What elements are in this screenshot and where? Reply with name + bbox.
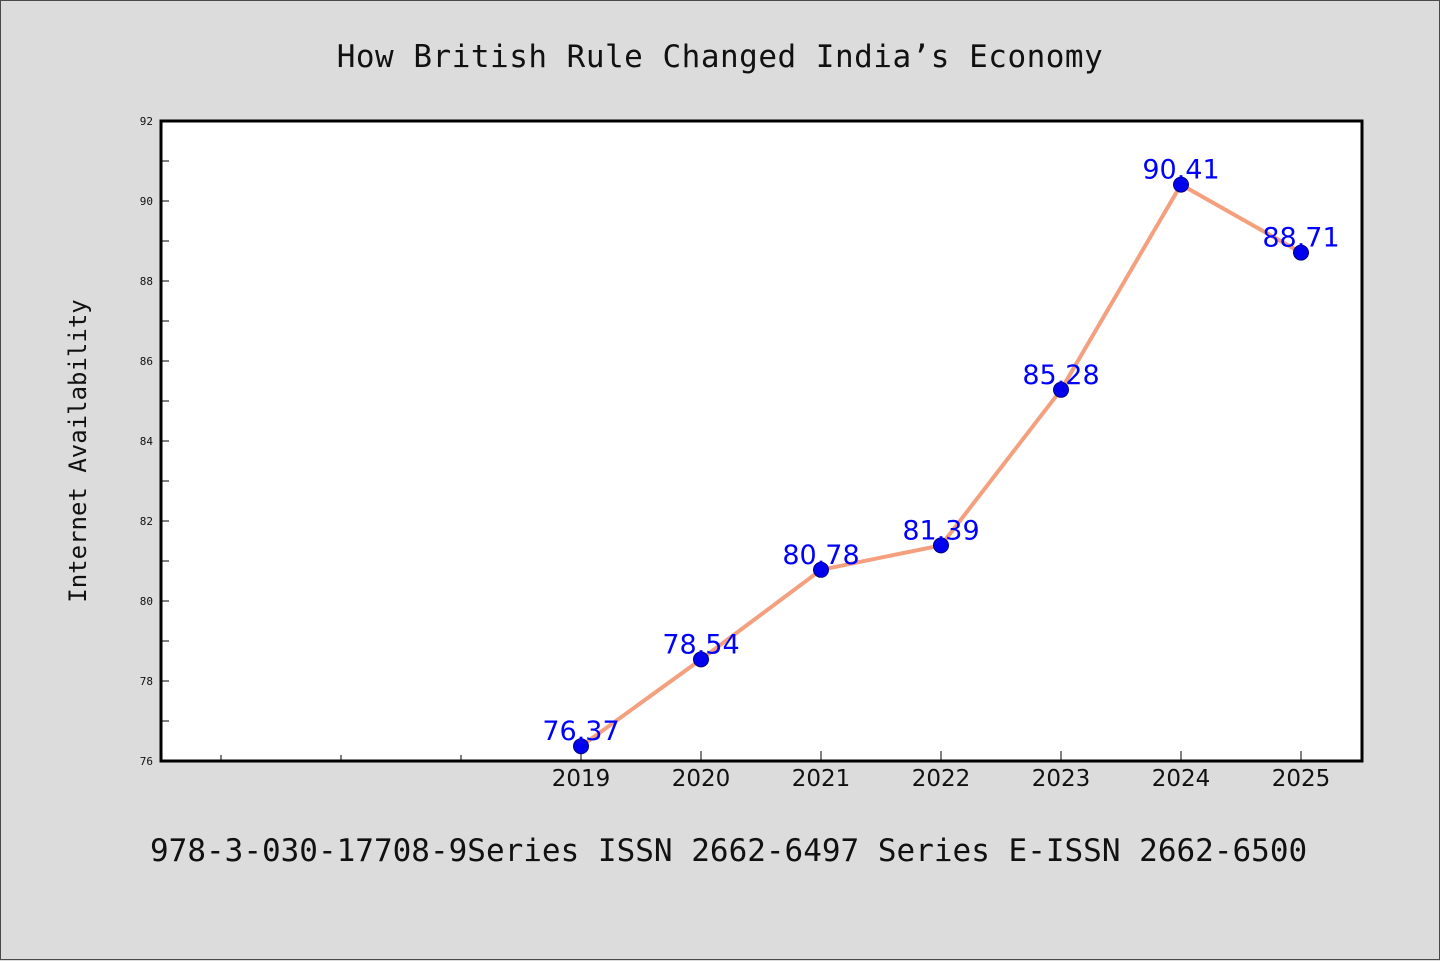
x-tick-label: 2023 xyxy=(1032,766,1091,792)
x-tick-label: 2024 xyxy=(1152,766,1211,792)
data-label: 78.54 xyxy=(662,629,739,660)
y-tick-label: 82 xyxy=(140,515,153,528)
data-point-marker xyxy=(573,738,589,755)
y-axis: 76 78 80 82 84 86 88 90 92 xyxy=(140,115,169,768)
data-point-marker xyxy=(1293,244,1309,261)
markers-group xyxy=(573,176,1309,755)
data-label: 80.78 xyxy=(782,540,859,571)
x-tick-label: 2021 xyxy=(792,766,851,792)
y-tick-label: 92 xyxy=(140,115,153,128)
data-label: 90.41 xyxy=(1142,155,1219,186)
y-tick-label: 84 xyxy=(140,435,154,448)
plot-area xyxy=(159,119,1364,763)
y-tick-label: 78 xyxy=(140,675,153,688)
data-point-marker xyxy=(1173,176,1189,193)
data-point-marker xyxy=(813,561,829,578)
x-tick-label: 2019 xyxy=(552,766,611,792)
y-tick-label: 86 xyxy=(140,355,153,368)
y-tick-label: 80 xyxy=(140,595,153,608)
data-point-marker xyxy=(1053,381,1069,398)
data-labels-group: 76.37 78.54 80.78 81.39 85.28 90.41 88.71 xyxy=(542,155,1339,748)
chart-title: How British Rule Changed India’s Economy xyxy=(336,39,1104,75)
data-label: 88.71 xyxy=(1262,223,1339,254)
data-point-marker xyxy=(693,651,709,668)
data-label: 81.39 xyxy=(902,515,979,546)
footer-isbn-text: 978-3-030-17708-9Series ISSN 2662-6497 S… xyxy=(150,833,1308,869)
x-axis: 2019 2020 2021 2022 2023 2024 2025 xyxy=(220,751,1331,792)
y-tick-label: 88 xyxy=(140,275,153,288)
data-point-marker xyxy=(933,537,949,554)
x-tick-label: 2022 xyxy=(912,766,971,792)
x-tick-label: 2020 xyxy=(672,766,731,792)
data-label: 85.28 xyxy=(1022,360,1099,391)
data-label: 76.37 xyxy=(542,716,619,747)
y-axis-label: Internet Availability xyxy=(64,299,92,602)
x-tick-label: 2025 xyxy=(1272,766,1331,792)
y-tick-label: 76 xyxy=(140,755,153,768)
y-tick-label: 90 xyxy=(140,195,153,208)
